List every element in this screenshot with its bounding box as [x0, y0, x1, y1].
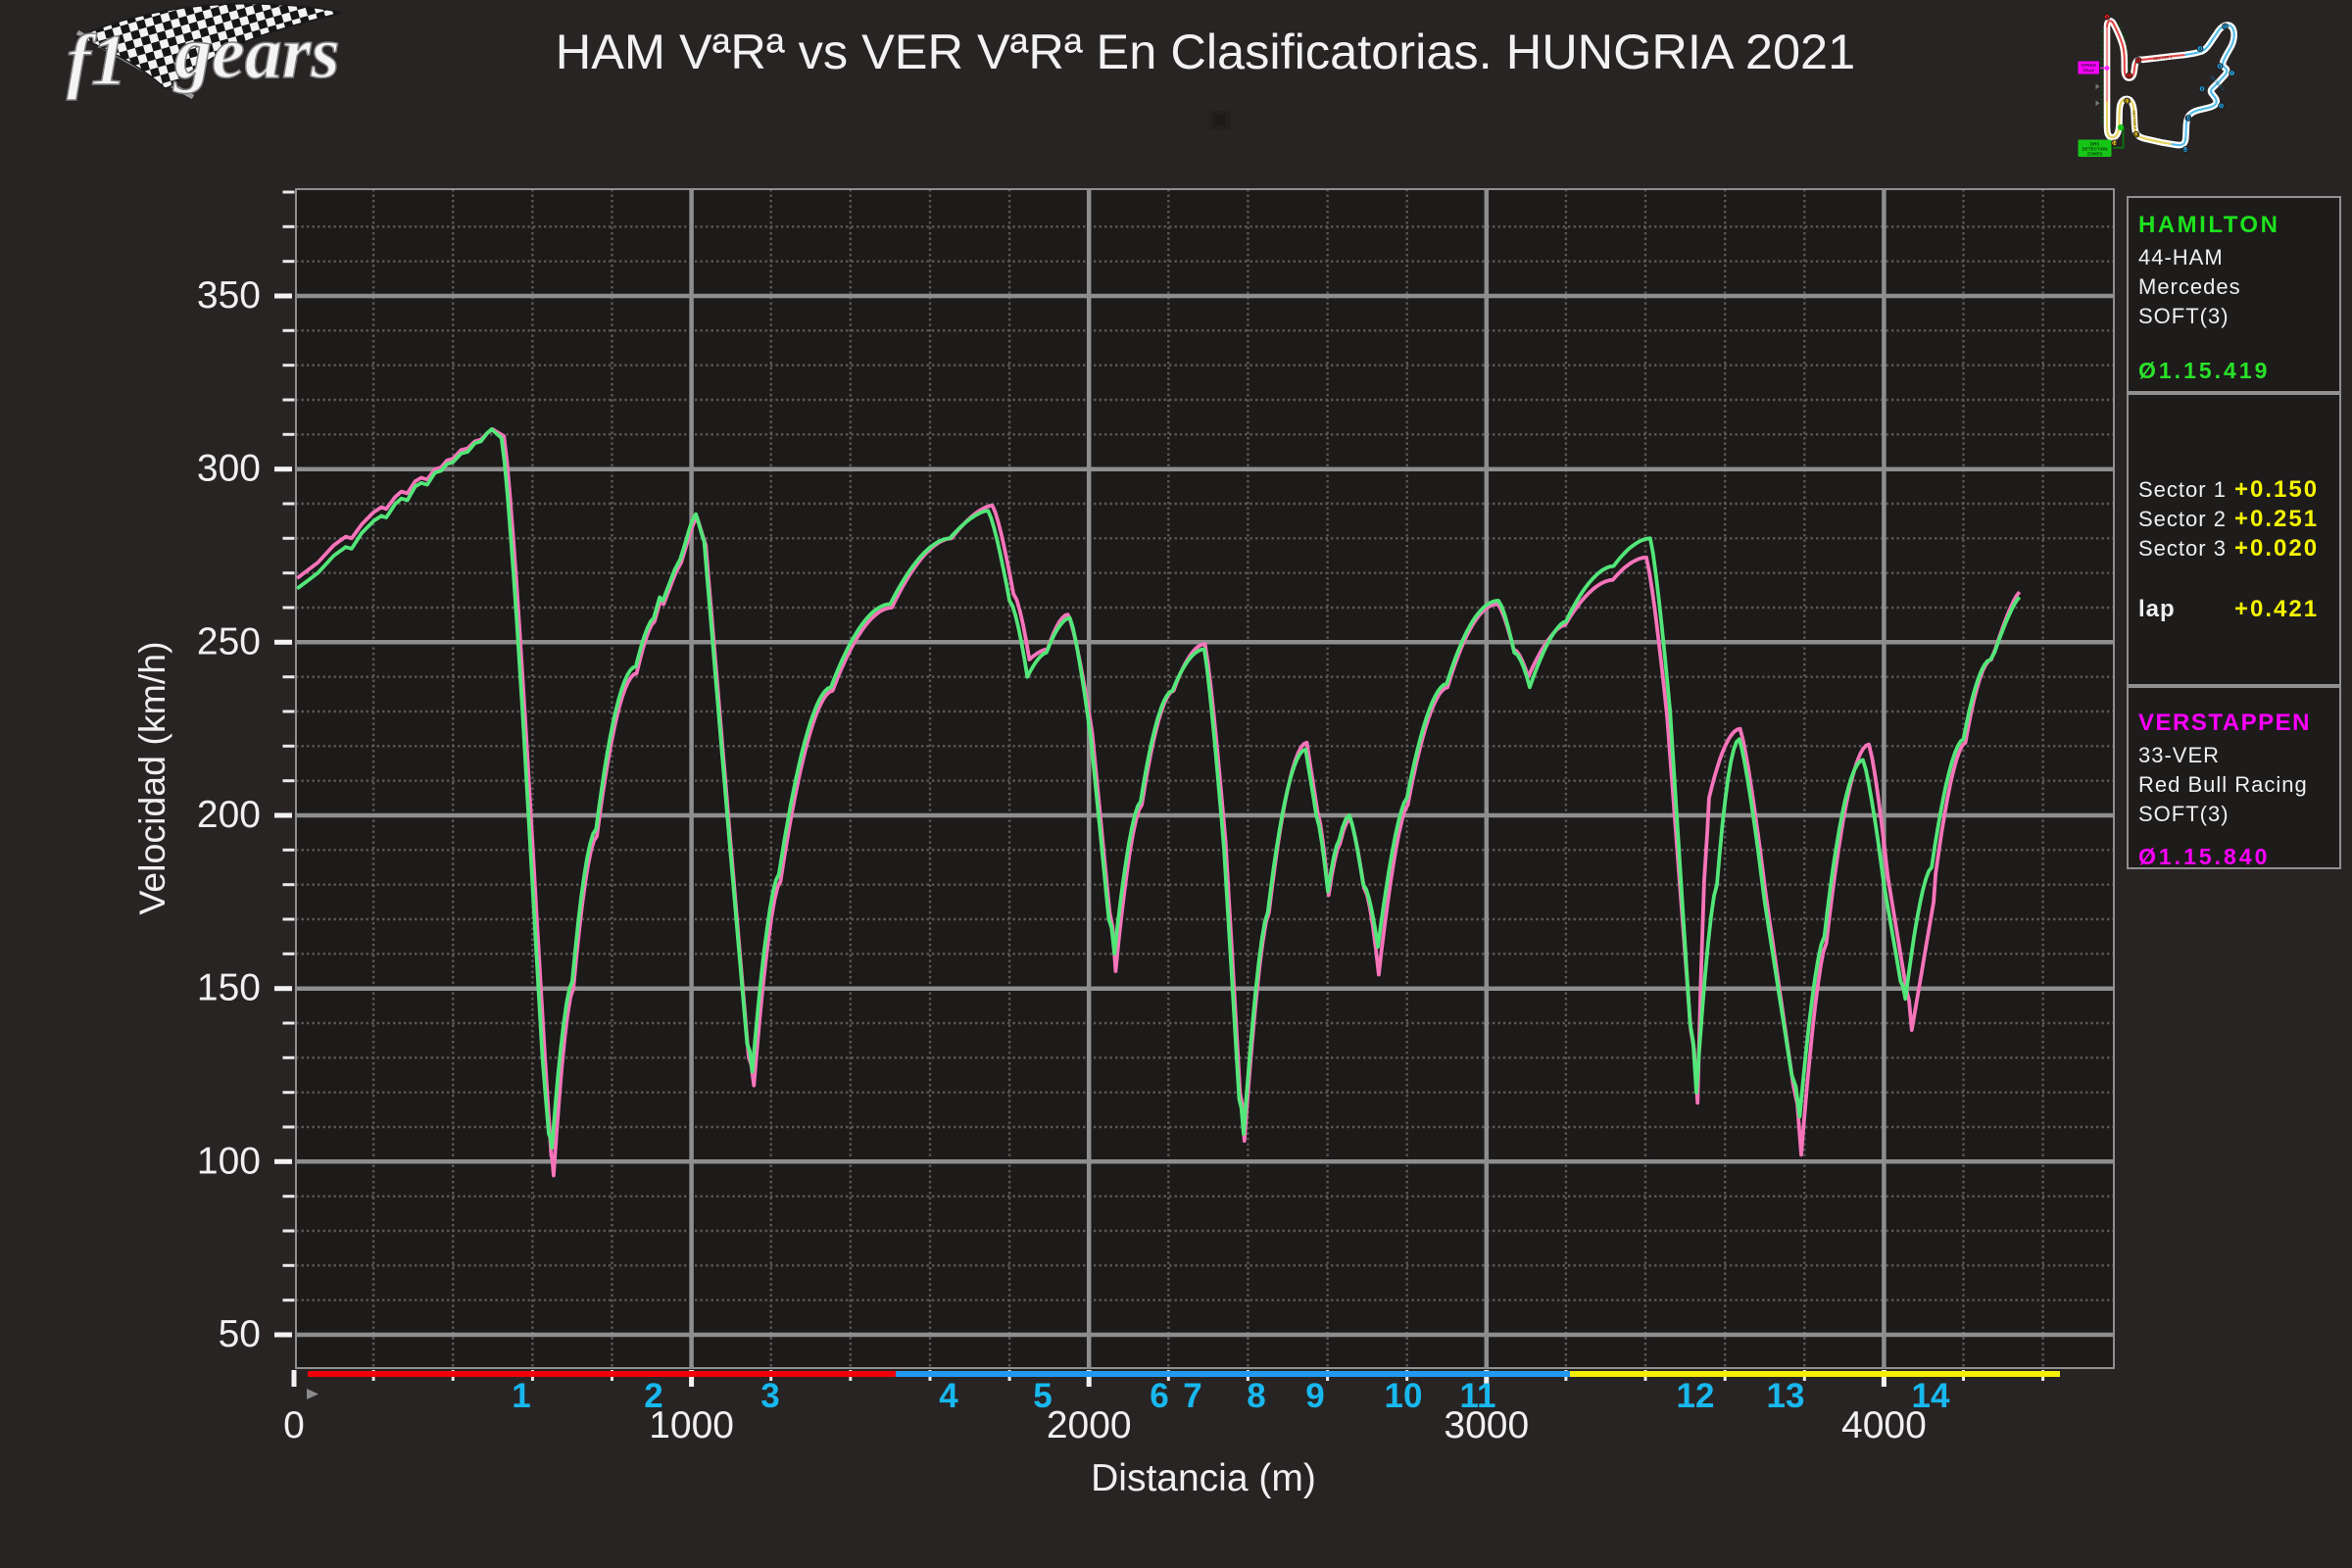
svg-text:4000: 4000	[1841, 1404, 1927, 1446]
svg-text:SECTOR 3: SECTOR 3	[2132, 110, 2137, 130]
svg-text:5: 5	[2224, 24, 2227, 29]
svg-text:350: 350	[197, 274, 261, 317]
svg-text:SECTOR 1: SECTOR 1	[2153, 54, 2174, 61]
svg-text:DRS: DRS	[2090, 141, 2100, 146]
svg-text:7: 7	[1183, 1377, 1201, 1415]
svg-text:100: 100	[197, 1140, 261, 1182]
svg-text:3: 3	[2137, 58, 2140, 63]
svg-text:6: 6	[1150, 1377, 1168, 1415]
svg-text:5: 5	[1033, 1377, 1052, 1415]
svg-text:4: 4	[2199, 46, 2202, 51]
svg-text:1: 1	[512, 1377, 530, 1415]
svg-text:gears: gears	[172, 12, 340, 94]
svg-text:10: 10	[2186, 116, 2191, 121]
svg-text:12: 12	[1677, 1377, 1715, 1415]
svg-text:14: 14	[1912, 1377, 1950, 1415]
svg-text:8: 8	[2201, 86, 2204, 91]
svg-text:13: 13	[2125, 99, 2130, 104]
svg-text:0: 0	[283, 1404, 305, 1446]
svg-text:ZONES: ZONES	[2087, 152, 2103, 157]
svg-text:2: 2	[644, 1377, 662, 1415]
svg-text:1: 1	[2106, 15, 2109, 20]
svg-text:200: 200	[197, 794, 261, 836]
svg-text:Distancia (m): Distancia (m)	[1091, 1457, 1316, 1499]
svg-text:3000: 3000	[1444, 1404, 1529, 1446]
svg-text:2: 2	[2128, 74, 2131, 78]
svg-text:250: 250	[197, 620, 261, 662]
svg-text:7: 7	[2230, 71, 2233, 75]
svg-text:1000: 1000	[649, 1404, 734, 1446]
svg-text:6: 6	[2219, 64, 2222, 69]
svg-text:14: 14	[2112, 141, 2117, 146]
svg-text:2000: 2000	[1047, 1404, 1132, 1446]
svg-text:f1: f1	[67, 21, 127, 101]
svg-text:9: 9	[1305, 1377, 1324, 1415]
svg-text:50: 50	[219, 1313, 261, 1355]
svg-text:4: 4	[939, 1377, 958, 1415]
svg-text:SPEED: SPEED	[2081, 63, 2096, 68]
svg-text:DETECTION: DETECTION	[2082, 146, 2107, 151]
svg-text:Velocidad (km/h): Velocidad (km/h)	[131, 641, 172, 914]
svg-text:TRAP: TRAP	[2082, 68, 2095, 73]
svg-text:HAM VªRª vs VER VªRª En Clasif: HAM VªRª vs VER VªRª En Clasificatorias.…	[556, 24, 1855, 79]
svg-text:11: 11	[1460, 1377, 1496, 1415]
svg-text:150: 150	[197, 967, 261, 1009]
svg-text:300: 300	[197, 448, 261, 490]
svg-text:10: 10	[1385, 1377, 1423, 1415]
svg-text:11: 11	[2183, 147, 2188, 152]
svg-text:12: 12	[2133, 132, 2138, 137]
svg-text:9: 9	[2220, 104, 2223, 109]
svg-text:3: 3	[760, 1377, 779, 1415]
svg-text:13: 13	[1767, 1377, 1805, 1415]
svg-text:8: 8	[1247, 1377, 1265, 1415]
